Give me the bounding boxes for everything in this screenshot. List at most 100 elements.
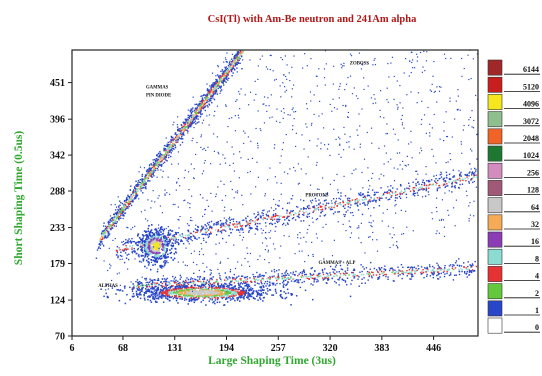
density-point <box>318 209 320 211</box>
density-point <box>162 292 164 295</box>
density-point <box>141 173 144 176</box>
density-point <box>443 121 445 123</box>
density-point <box>214 290 217 292</box>
density-point <box>175 239 177 241</box>
density-point <box>346 277 349 279</box>
density-point <box>187 123 190 126</box>
density-point <box>324 268 326 270</box>
density-point <box>275 292 278 294</box>
density-point <box>240 55 243 57</box>
density-point <box>231 294 234 296</box>
density-point <box>105 283 107 286</box>
density-point <box>121 249 124 252</box>
density-point <box>399 193 402 195</box>
density-point <box>181 129 183 131</box>
density-point <box>170 293 173 295</box>
density-point <box>163 247 166 250</box>
density-point <box>181 135 183 138</box>
density-point <box>220 295 222 298</box>
density-point <box>163 278 166 280</box>
density-point <box>155 283 157 285</box>
density-point <box>441 268 443 271</box>
density-point <box>146 267 148 269</box>
density-point <box>425 186 428 188</box>
density-point <box>425 275 428 277</box>
density-point <box>220 291 222 293</box>
density-point <box>283 216 286 219</box>
density-point <box>274 248 276 250</box>
density-point <box>176 133 178 136</box>
density-point <box>187 130 189 132</box>
density-point <box>228 66 231 68</box>
density-point <box>161 289 163 292</box>
density-point <box>148 289 151 292</box>
density-point <box>120 209 122 212</box>
density-point <box>468 180 470 183</box>
density-point <box>271 282 274 285</box>
density-point <box>214 229 217 231</box>
density-point <box>231 289 233 291</box>
density-point <box>210 90 212 92</box>
density-point <box>257 299 259 301</box>
density-point <box>255 278 258 281</box>
density-point <box>233 288 236 291</box>
density-point <box>181 233 183 235</box>
density-point <box>136 183 139 186</box>
density-point <box>367 63 369 65</box>
density-point <box>182 132 184 135</box>
density-point <box>197 111 199 114</box>
density-point <box>461 75 463 78</box>
density-point <box>237 292 239 295</box>
density-point <box>200 288 202 290</box>
density-point <box>167 149 169 152</box>
density-point <box>290 198 292 200</box>
density-point <box>154 243 156 245</box>
density-point <box>196 107 198 110</box>
density-point <box>152 240 155 243</box>
density-point <box>215 291 218 294</box>
density-point <box>255 127 257 130</box>
density-point <box>169 286 172 288</box>
density-point <box>180 235 182 238</box>
density-point <box>229 63 231 66</box>
density-point <box>227 295 229 297</box>
density-point <box>194 103 196 106</box>
density-point <box>208 279 211 281</box>
density-point <box>268 288 271 291</box>
density-point <box>435 184 437 186</box>
density-point <box>445 185 447 187</box>
density-point <box>184 288 186 291</box>
density-point <box>115 212 118 214</box>
density-point <box>211 89 214 92</box>
density-point <box>130 241 132 243</box>
density-point <box>208 99 210 101</box>
density-point <box>415 270 418 272</box>
density-point <box>213 223 215 225</box>
density-point <box>191 139 193 142</box>
density-point <box>211 227 213 230</box>
density-point <box>444 264 446 267</box>
density-point <box>150 249 153 252</box>
density-point <box>288 278 290 281</box>
density-point <box>156 279 159 282</box>
density-point <box>117 256 119 259</box>
density-point <box>251 227 253 230</box>
density-point <box>157 237 159 240</box>
density-point <box>194 299 196 302</box>
density-point <box>277 214 279 217</box>
density-point <box>440 171 442 174</box>
density-point <box>373 267 376 270</box>
density-point <box>379 273 381 276</box>
density-point <box>130 193 132 196</box>
density-point <box>183 281 185 283</box>
density-point <box>232 72 234 74</box>
density-point <box>103 234 105 237</box>
density-point <box>209 283 211 285</box>
density-point <box>412 193 415 196</box>
density-point <box>188 298 191 300</box>
density-point <box>213 93 215 95</box>
density-point <box>146 244 148 247</box>
density-point <box>193 272 195 275</box>
density-point <box>280 295 282 298</box>
density-point <box>274 290 277 292</box>
